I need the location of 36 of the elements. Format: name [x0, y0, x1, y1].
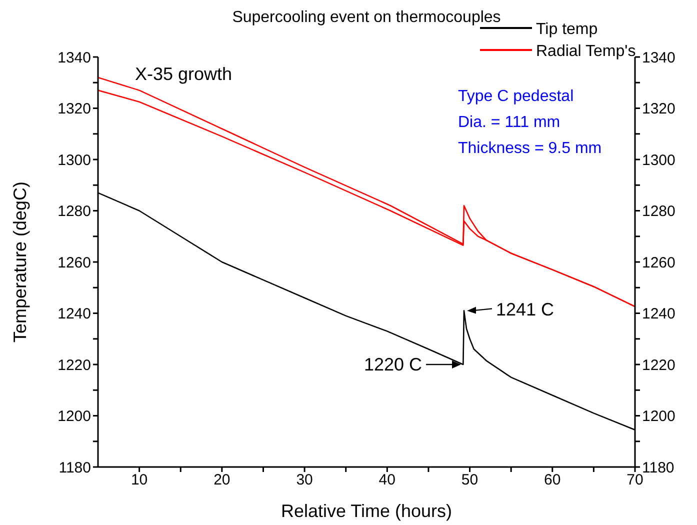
y-tick-label: 1240: [58, 306, 91, 323]
x-tick-label: 50: [461, 472, 478, 489]
y-tick-label: 1220: [58, 356, 91, 374]
annotation: Type C pedestal: [458, 88, 574, 105]
y2-tick-label: 1320: [642, 100, 676, 118]
y-tick-label: 1340: [58, 49, 91, 66]
x-tick-label: 20: [214, 472, 230, 489]
chart-title: Supercooling event on thermocouples: [232, 9, 501, 26]
y-tick-label: 1320: [58, 100, 91, 118]
y2-tick-label: 1220: [642, 356, 676, 374]
x-tick-label: 70: [626, 472, 644, 489]
y-tick-label: 1200: [58, 408, 91, 426]
legend-label: Radial Temp's: [536, 43, 636, 60]
annotation: 1220 C: [364, 354, 422, 374]
x-tick-label: 30: [296, 472, 313, 489]
y2-tick-label: 1280: [642, 203, 676, 220]
x-axis-title: Relative Time (hours): [280, 501, 452, 521]
y-tick-label: 1300: [58, 152, 91, 169]
x-tick-label: 10: [130, 472, 148, 489]
y2-tick-label: 1180: [642, 459, 674, 476]
x-tick-label: 40: [378, 472, 396, 489]
annotation: 1241 C: [496, 300, 554, 320]
annotation: Thickness = 9.5 mm: [458, 140, 602, 157]
y-tick-label: 1260: [58, 254, 91, 272]
y2-tick-label: 1300: [642, 152, 676, 169]
y-axis-title: Temperature (degC): [10, 181, 30, 343]
x-tick-label: 60: [544, 472, 561, 489]
y-tick-label: 1280: [58, 203, 91, 220]
y2-tick-label: 1240: [642, 306, 676, 323]
legend-label: Tip temp: [536, 21, 598, 38]
y2-tick-label: 1260: [642, 254, 676, 272]
annotation: Dia. = 111 mm: [458, 114, 560, 131]
y-tick-label: 1180: [58, 459, 91, 476]
annotation: X-35 growth: [135, 64, 232, 84]
y2-tick-label: 1200: [642, 408, 676, 426]
y2-tick-label: 1340: [642, 49, 676, 66]
